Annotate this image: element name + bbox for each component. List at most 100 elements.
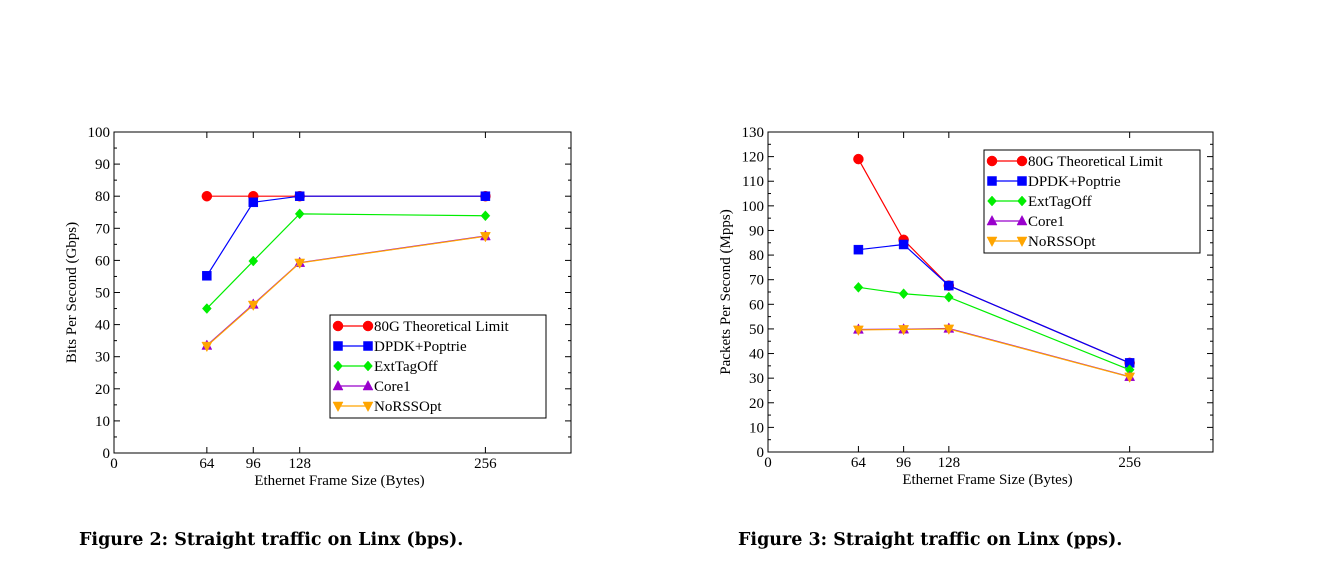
figure-pps: 0 10 20 30 40 50 60 70 80 90 100 110 120 130 0 64 96 128 2… [664, 0, 1329, 584]
data-point [248, 255, 259, 267]
y-tick-label: 40 [95, 318, 110, 334]
legend-entry-core1: Core1 [332, 379, 411, 395]
data-point [202, 271, 212, 281]
data-point [248, 197, 259, 208]
series-line [206, 213, 486, 309]
data-point [853, 244, 864, 255]
legend-entry-dpdk-poptrie: DPDK+Poptrie [987, 174, 1121, 190]
legend-marker [363, 360, 373, 372]
y-axis-label: Bits Per Second (Gbps) [64, 222, 80, 363]
data-point [294, 208, 305, 220]
series-norssopt [852, 324, 1136, 383]
legend-label: 80G Theoretical Limit [1028, 154, 1164, 170]
legend-marker [333, 360, 343, 372]
y-axis-label: Packets Per Second (Mpps) [718, 209, 734, 374]
series-dpdk-poptrie [853, 239, 1135, 368]
legend-marker [332, 320, 344, 332]
x-tick-label: 0 [110, 456, 118, 472]
legend-marker [986, 236, 998, 248]
legend-entry-norssopt: NoRSSOpt [332, 399, 442, 415]
y-tick-label: 30 [95, 350, 110, 366]
data-point [480, 210, 491, 222]
legend-marker [362, 401, 374, 413]
x-tick-label: 128 [938, 455, 961, 471]
y-tick-label: 50 [95, 286, 110, 302]
data-point [944, 280, 954, 291]
x-tick-label: 0 [764, 455, 772, 471]
pps-chart: 0 10 20 30 40 50 60 70 80 90 100 110 120 130 0 64 96 128 2… [718, 125, 1214, 488]
legend-label: DPDK+Poptrie [374, 339, 467, 355]
y-tick-label: 60 [95, 253, 110, 269]
legend-marker [363, 341, 373, 351]
figure-bps: 0 10 20 30 40 50 60 70 80 90 100 0 64 96 128 256 Etherne… [0, 0, 664, 584]
data-point [898, 288, 909, 300]
legend-label: Core1 [374, 379, 411, 395]
legend-marker [1016, 214, 1028, 226]
legend-marker [333, 341, 343, 351]
y-tick-label: 100 [88, 125, 111, 141]
y-tick-label: 10 [95, 414, 110, 430]
data-point [943, 324, 955, 335]
legend-entry-exttagoff: ExtTagOff [333, 359, 438, 375]
data-point [852, 325, 864, 336]
legend-marker [332, 379, 344, 391]
y-tick-label: 70 [749, 273, 764, 289]
y-tick-label: 60 [749, 297, 764, 313]
y-tick-label: 50 [749, 322, 764, 338]
legend-marker [986, 155, 998, 167]
data-point [201, 341, 213, 353]
data-point [202, 303, 212, 314]
y-tick-label: 0 [103, 446, 111, 462]
y-tick-label: 130 [742, 125, 765, 141]
x-tick-label: 96 [896, 455, 912, 471]
legend-label: ExtTagOff [1028, 194, 1092, 210]
legend-entry-80g-theoretical-limit: 80G Theoretical Limit [332, 319, 510, 335]
legend-marker [362, 379, 374, 391]
series-line [858, 243, 1130, 364]
series-core1 [852, 322, 1136, 381]
y-tick-label: 30 [749, 371, 764, 387]
data-point [294, 258, 306, 270]
legend: 80G Theoretical Limit DPDK+Poptrie ExtTagO… [983, 149, 1201, 254]
legend-marker [1016, 236, 1028, 248]
series-line [858, 327, 1130, 378]
series-norssopt [201, 232, 491, 353]
data-point [898, 239, 909, 250]
legend-marker [1016, 155, 1028, 167]
y-tick-label: 40 [749, 347, 764, 363]
y-tick-label: 20 [749, 396, 764, 412]
data-point [201, 190, 213, 202]
y-tick-label: 90 [749, 223, 764, 239]
legend-marker [987, 176, 997, 186]
legend-label: NoRSSOpt [374, 399, 442, 415]
legend-label: ExtTagOff [374, 359, 438, 375]
data-point [294, 191, 305, 201]
figure-caption: Figure 2: Straight traffic on Linx (bps)… [79, 530, 464, 550]
series-line [206, 195, 486, 277]
data-point [480, 191, 491, 201]
series-line [858, 328, 1130, 378]
legend-label: DPDK+Poptrie [1028, 174, 1121, 190]
x-tick-label: 64 [199, 456, 215, 472]
y-tick-label: 100 [742, 199, 765, 215]
bps-chart: 0 10 20 30 40 50 60 70 80 90 100 0 64 96 128 256 Etherne… [64, 125, 572, 489]
y-tick-label: 10 [749, 420, 764, 436]
x-tick-label: 256 [1118, 455, 1141, 471]
y-tick-label: 0 [757, 445, 765, 461]
series-line [206, 235, 486, 347]
legend-marker [332, 401, 344, 413]
x-tick-label: 128 [288, 456, 311, 472]
series-exttagoff [853, 281, 1135, 376]
x-tick-label: 256 [474, 456, 497, 472]
series-line [858, 286, 1130, 371]
legend-marker [362, 320, 374, 332]
y-tick-label: 20 [95, 382, 110, 398]
y-tick-label: 110 [742, 174, 764, 190]
legend: 80G Theoretical Limit DPDK+Poptrie ExtTagO… [329, 314, 547, 419]
legend-marker [1017, 195, 1027, 207]
data-point [853, 281, 864, 293]
legend-label: Core1 [1028, 214, 1065, 230]
y-tick-label: 80 [749, 248, 764, 264]
legend-entry-norssopt: NoRSSOpt [986, 234, 1096, 250]
y-tick-label: 70 [95, 221, 110, 237]
